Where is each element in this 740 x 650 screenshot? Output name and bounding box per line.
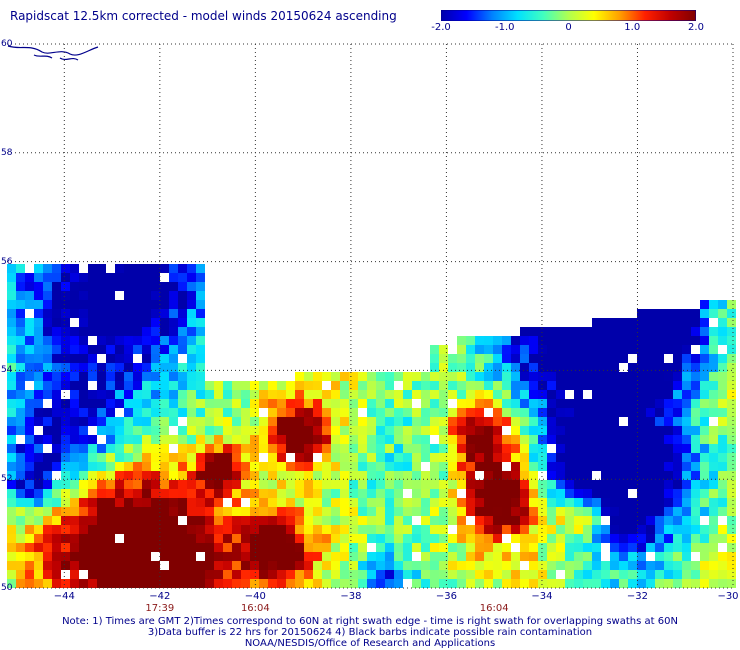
latitude-label: 60 (1, 39, 13, 49)
latitude-label: 50 (1, 583, 13, 593)
colorbar-tick-label: 2.0 (688, 22, 704, 33)
note-credit: NOAA/NESDIS/Office of Research and Appli… (244, 638, 496, 649)
colorbar-tick-label: -2.0 (431, 22, 451, 33)
longitude-label: −38 (340, 591, 362, 602)
latitude-label: 52 (1, 474, 13, 485)
colorbar-tick-label: 1.0 (624, 22, 641, 33)
colorbar (441, 10, 696, 21)
longitude-label: −40 (244, 591, 266, 602)
longitude-label: −44 (53, 591, 75, 602)
longitude-label: −42 (149, 591, 171, 602)
chart-title: Rapidscat 12.5km corrected - model winds… (10, 9, 397, 23)
latitude-label: 58 (1, 147, 13, 158)
note-line-1: Note: 1) Times are GMT 2)Times correspon… (62, 616, 678, 627)
longitude-label: −34 (531, 591, 553, 602)
longitude-label: −36 (435, 591, 457, 602)
colorbar-tick-label: 0 (565, 22, 572, 33)
coastline (7, 45, 99, 61)
latitude-label: 56 (1, 256, 13, 267)
swath-time-label: 17:39 (145, 603, 175, 614)
swath-time-label: 16:04 (479, 603, 509, 614)
swath-time-label: 16:04 (240, 603, 270, 614)
latitude-label: 54 (1, 365, 13, 376)
longitude-label: −30 (717, 591, 739, 602)
colorbar-tick-label: -1.0 (494, 22, 515, 33)
note-line-2: 3)Data buffer is 22 hrs for 20150624 4) … (147, 627, 593, 638)
longitude-label: −32 (626, 591, 649, 602)
wind-cells (7, 264, 736, 588)
